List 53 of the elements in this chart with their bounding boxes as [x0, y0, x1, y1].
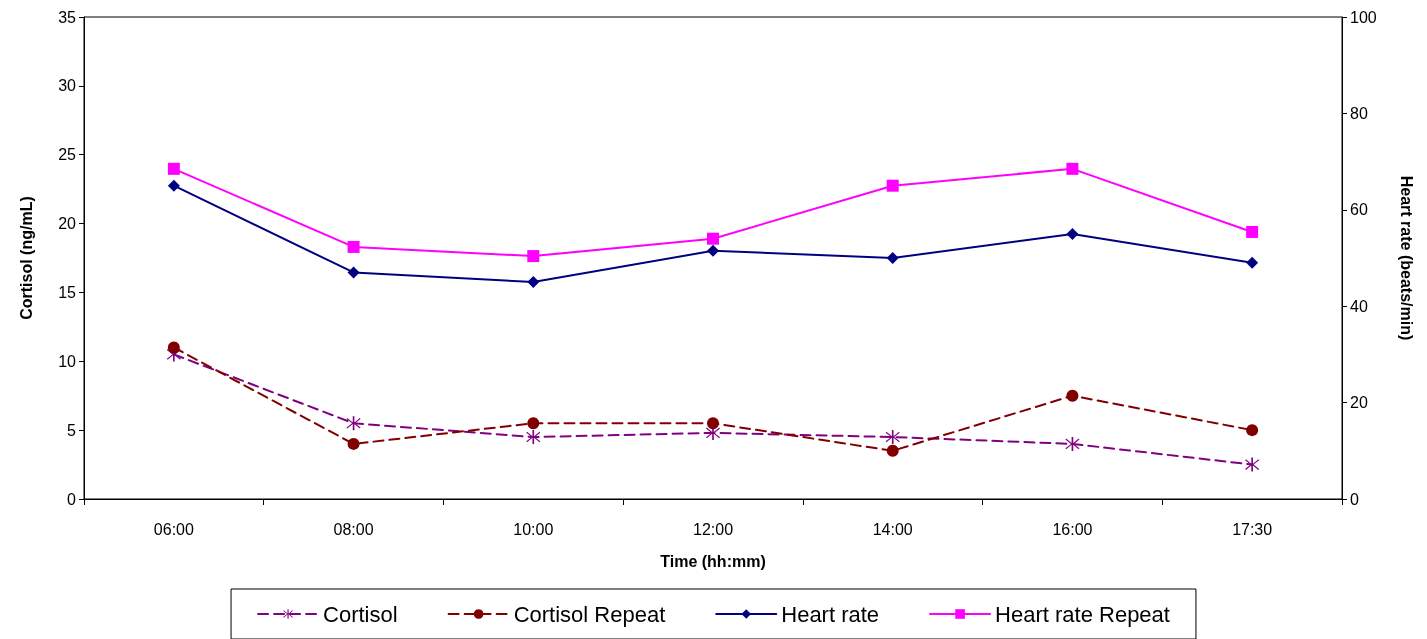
y-tick-label: 25	[58, 146, 77, 164]
point	[886, 252, 899, 264]
legend-label: Cortisol	[323, 601, 398, 627]
point	[1246, 424, 1259, 437]
point	[1246, 256, 1259, 269]
y-tick-label: 0	[67, 490, 77, 508]
point	[347, 266, 360, 279]
x-tick-label: 16:00	[1052, 520, 1093, 538]
y2-tick-label: 0	[1350, 490, 1359, 508]
y2-tick-label: 20	[1350, 394, 1368, 412]
point	[1245, 457, 1260, 472]
y-axis-title: Cortisol (ng/mL)	[17, 196, 35, 320]
point	[1066, 227, 1079, 240]
point	[167, 162, 180, 175]
x-tick-label: 08:00	[333, 520, 374, 538]
point	[707, 244, 719, 257]
point	[1066, 389, 1079, 402]
point	[167, 179, 180, 192]
y2-tick-label: 80	[1350, 104, 1368, 122]
point	[707, 232, 719, 245]
y2-tick-label: 40	[1350, 297, 1368, 315]
point	[706, 425, 720, 440]
y-tick-label: 5	[67, 421, 77, 439]
x-tick-label: 14:00	[872, 520, 913, 538]
y-tick-label: 10	[58, 352, 77, 370]
point	[527, 276, 540, 289]
x-tick-label: 06:00	[153, 520, 194, 538]
point	[886, 179, 899, 192]
point	[347, 437, 360, 450]
legend-label: Cortisol Repeat	[513, 601, 666, 627]
y2-axis-title: Heart rate (beats/min)	[1397, 175, 1415, 341]
point	[527, 250, 540, 263]
y-tick-label: 35	[58, 8, 77, 26]
y2-tick-label: 100	[1350, 8, 1377, 26]
x-tick-label: 17:30	[1232, 520, 1273, 538]
point	[527, 417, 540, 430]
y-tick-label: 20	[58, 215, 77, 233]
point	[885, 430, 900, 445]
x-tick-label: 10:00	[513, 520, 554, 538]
point	[707, 417, 719, 430]
legend-label: Heart rate	[781, 601, 880, 627]
point	[886, 444, 899, 457]
point	[167, 341, 180, 354]
point	[347, 240, 360, 253]
point	[526, 430, 541, 445]
point	[1246, 225, 1259, 238]
y-tick-label: 30	[58, 77, 77, 95]
y-tick-label: 15	[58, 283, 77, 301]
x-axis-title: Time (hh:mm)	[660, 552, 766, 570]
legend-label: Heart rate Repeat	[995, 601, 1170, 627]
x-tick-label: 12:00	[692, 520, 734, 538]
y2-tick-label: 60	[1350, 201, 1368, 219]
point	[1066, 162, 1079, 175]
